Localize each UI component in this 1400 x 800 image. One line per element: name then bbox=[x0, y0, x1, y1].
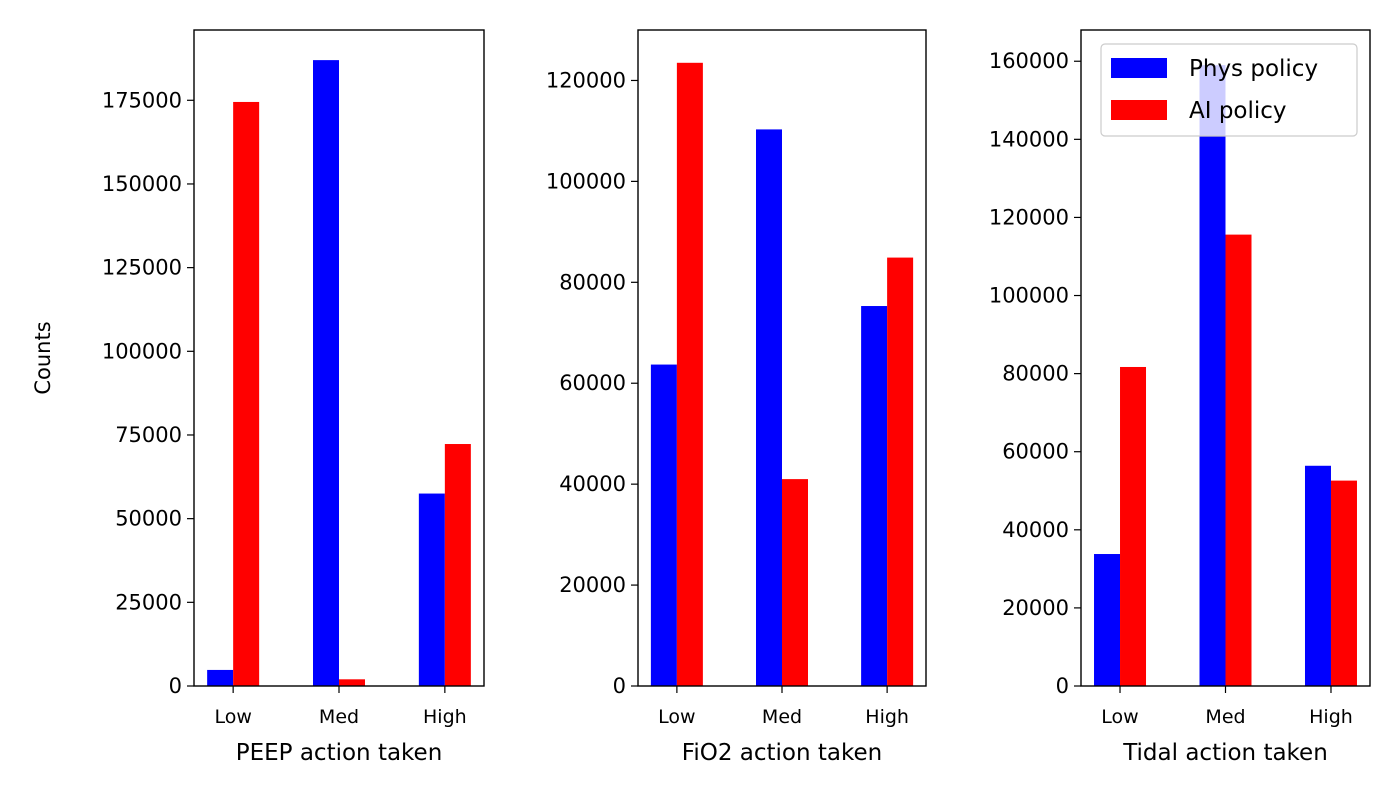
y-tick-label: 0 bbox=[613, 674, 626, 698]
x-tick-label: High bbox=[1309, 706, 1353, 728]
x-tick-label: Med bbox=[319, 706, 359, 728]
y-tick-label: 160000 bbox=[989, 49, 1069, 73]
y-tick-label: 0 bbox=[169, 674, 182, 698]
bar-ai-high bbox=[887, 257, 914, 686]
y-tick-label: 120000 bbox=[989, 205, 1069, 229]
legend-label-ai: AI policy bbox=[1189, 98, 1287, 124]
y-tick-label: 120000 bbox=[546, 68, 626, 92]
legend-swatch-phys bbox=[1111, 58, 1167, 78]
x-tick-label: Low bbox=[214, 706, 251, 728]
y-tick-label: 60000 bbox=[1002, 440, 1069, 464]
bar-phys-high bbox=[1304, 465, 1331, 686]
bar-phys-high bbox=[418, 493, 445, 686]
bar-ai-high bbox=[444, 444, 471, 686]
y-tick-label: 40000 bbox=[559, 472, 626, 496]
chart-panel-3: 0 20000 40000 60000 80000 100000 120000 140000 1… bbox=[989, 29, 1371, 766]
y-tick-label: 150000 bbox=[102, 172, 182, 196]
bar-phys-med bbox=[313, 60, 339, 687]
y-tick-label: 100000 bbox=[989, 284, 1069, 308]
y-tick-label: 80000 bbox=[559, 270, 626, 294]
x-axis-label: PEEP action taken bbox=[236, 740, 443, 766]
y-tick-label: 60000 bbox=[559, 371, 626, 395]
bar-ai-med bbox=[782, 479, 808, 686]
bar-phys-med bbox=[1199, 65, 1226, 686]
x-tick-label: Low bbox=[1101, 706, 1138, 728]
y-tick-label: 50000 bbox=[115, 507, 182, 531]
bar-phys-low bbox=[650, 364, 677, 686]
y-tick-label: 40000 bbox=[1002, 518, 1069, 542]
bar-ai-med bbox=[339, 679, 365, 686]
y-axis-label: Counts bbox=[31, 321, 55, 394]
bar-ai-low bbox=[1120, 366, 1147, 686]
bar-ai-med bbox=[1225, 234, 1252, 686]
y-tick-label: 20000 bbox=[559, 573, 626, 597]
y-tick-label: 140000 bbox=[989, 127, 1069, 151]
bar-phys-low bbox=[1094, 554, 1121, 686]
x-tick-label: Low bbox=[658, 706, 695, 728]
bar-ai-low bbox=[676, 62, 703, 687]
x-tick-label: Med bbox=[1205, 706, 1245, 728]
legend-swatch-ai bbox=[1111, 100, 1167, 120]
x-axis-label: FiO2 action taken bbox=[682, 740, 882, 766]
x-axis-label: Tidal action taken bbox=[1122, 740, 1328, 766]
bar-phys-low bbox=[207, 669, 234, 686]
bar-phys-high bbox=[861, 306, 888, 686]
chart-panel-1: 0 25000 50000 75000 100000 125000 150000 175000… bbox=[31, 29, 485, 766]
y-tick-label: 25000 bbox=[115, 590, 182, 614]
bar-phys-med bbox=[756, 129, 782, 686]
x-tick-label: High bbox=[423, 706, 467, 728]
legend-label-phys: Phys policy bbox=[1189, 56, 1318, 82]
y-tick-label: 80000 bbox=[1002, 362, 1069, 386]
y-tick-label: 75000 bbox=[115, 423, 182, 447]
y-tick-label: 175000 bbox=[102, 88, 182, 112]
x-tick-label: High bbox=[865, 706, 909, 728]
y-tick-label: 100000 bbox=[546, 169, 626, 193]
x-tick-label: Med bbox=[762, 706, 802, 728]
chart-panel-2: 0 20000 40000 60000 80000 100000 120000 Low Med H… bbox=[546, 29, 927, 766]
y-tick-label: 0 bbox=[1056, 674, 1069, 698]
y-tick-label: 20000 bbox=[1002, 596, 1069, 620]
bar-ai-high bbox=[1330, 480, 1357, 686]
charts-container: 0 25000 50000 75000 100000 125000 150000 175000… bbox=[31, 29, 1371, 766]
y-tick-label: 125000 bbox=[102, 256, 182, 280]
bar-ai-low bbox=[233, 101, 260, 687]
y-tick-label: 100000 bbox=[102, 339, 182, 363]
legend: Phys policy AI policy bbox=[1100, 43, 1358, 137]
